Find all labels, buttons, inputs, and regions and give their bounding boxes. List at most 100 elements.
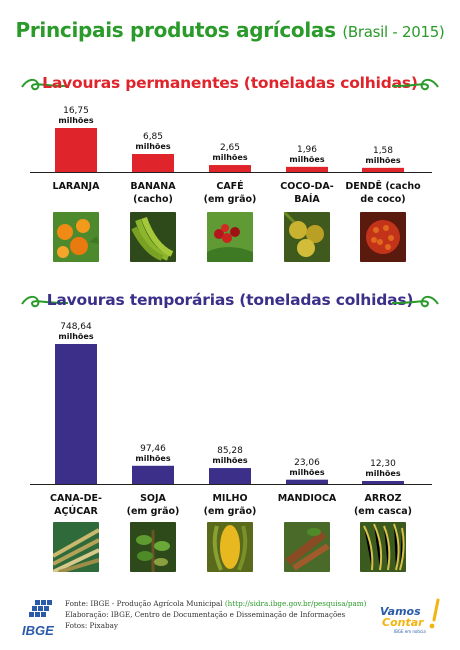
bar-chart-svg [30,128,432,173]
section-header-temporary: Lavouras temporárias (toneladas colhidas… [0,289,460,319]
bar-laranja [55,128,97,172]
category-line: CAFÉ [216,181,244,192]
category-line: COCO-DA- [280,181,334,192]
ibge-grid-icon [29,600,52,617]
value-unit: milhões [365,469,401,478]
category-line: de coco) [360,194,406,205]
category-label: MANDIOCA [267,492,347,505]
value-label: 23,06 milhões [267,458,347,478]
source-link[interactable]: (http://sidra.ibge.gov.br/pesquisa/pam) [224,599,367,608]
chart-permanent: 16,75 milhões LARANJA 6,85 milhões BANANA (cac… [0,100,460,270]
value-number: 12,30 [370,459,396,469]
rice-photo [360,522,406,572]
soybean-plant-photo [130,522,176,572]
value-label: 748,64 milhões [36,322,116,342]
ibge-logo-text: IBGE [22,623,54,638]
category-line: ARROZ [364,493,402,504]
bar-canade [55,344,97,484]
value-unit: milhões [212,153,248,163]
category-line: CANA-DE- [50,493,102,504]
svg-text:IBGE em noticia: IBGE em noticia [394,629,426,634]
bar-cocoda [286,166,328,172]
bananas-photo [130,212,176,262]
category-line: MILHO [212,493,248,504]
right-swirl-icon [391,78,439,91]
bar-soja [132,465,174,484]
value-number: 85,28 [217,446,243,457]
title-sub: (Brasil - 2015) [342,23,445,41]
section-title-permanent: Lavouras permanentes (toneladas colhidas… [42,74,418,92]
coffee-cherries-photo [207,212,253,262]
cassava-photo [284,522,330,572]
category-label: MILHO (em grão) [190,492,270,518]
credits: Fonte: IBGE - Produção Agrícola Municipa… [65,598,366,631]
page-title: Principais produtos agrícolas (Brasil - … [0,18,460,42]
bar-milho [209,468,251,484]
value-number: 1,96 [296,144,318,155]
bar-banana [132,154,174,172]
category-label: CAFÉ (em grão) [190,180,270,206]
bar-mandioca [286,479,328,484]
title-main: Principais produtos agrícolas [15,18,336,42]
oranges-photo [53,212,99,262]
section-title-temporary: Lavouras temporárias (toneladas colhidas… [46,291,414,309]
footer: IBGE Fonte: IBGE - Produção Agrícola Mun… [0,590,460,650]
value-number: 1,58 [372,145,394,156]
left-swirl-icon [21,78,69,91]
svg-text:Contar: Contar [382,616,424,629]
bar-caf [209,165,251,172]
value-number: 6,85 [142,132,164,142]
value-unit: milhões [58,332,94,341]
value-label: 1,96 milhões [267,145,347,165]
value-label: 2,65 milhões [190,143,270,163]
category-line: LARANJA [52,181,100,192]
value-unit: milhões [58,116,94,125]
coconuts-photo [284,212,330,262]
value-number: 23,06 [294,457,320,468]
value-unit: milhões [135,453,171,463]
value-label: 85,28 milhões [190,446,270,466]
value-number: 16,75 [63,106,89,116]
value-label: 16,75 milhões [36,106,116,126]
value-label: 6,85 milhões [113,132,193,152]
category-line: (em grão) [203,194,257,205]
elaboration-line: Elaboração: IBGE, Centro de Documentação… [65,610,346,619]
bar-arroz [362,481,404,484]
chart-temporary: 748,64 milhões CANA-DE- AÇÚCAR 97,46 milhões S… [0,318,460,583]
category-label: BANANA (cacho) [113,180,193,206]
category-label: ARROZ (em casca) [343,492,423,518]
value-unit: milhões [365,155,401,165]
left-swirl-icon [21,295,69,308]
bar-dendcacho [362,167,404,172]
category-line: (em grão) [203,506,257,517]
sugarcane-photo [53,522,99,572]
value-label: 12,30 milhões [343,459,423,479]
category-label: COCO-DA- BAÍA [267,180,347,206]
category-label: CANA-DE- AÇÚCAR [36,492,116,518]
source-text: Fonte: IBGE - Produção Agrícola Municipa… [65,599,225,608]
value-unit: milhões [135,142,171,151]
value-number: 2,65 [219,143,241,154]
value-unit: milhões [289,467,325,477]
category-line: (em casca) [353,506,413,517]
svg-text:Vamos: Vamos [380,605,421,618]
value-unit: milhões [289,154,325,164]
category-line: AÇÚCAR [54,506,98,517]
value-label: 97,46 milhões [113,444,193,464]
category-label: DENDÊ (cacho de coco) [343,180,423,206]
value-number: 97,46 [140,443,166,454]
value-label: 1,58 milhões [343,146,423,166]
category-line: DENDÊ (cacho [345,181,421,192]
oil-palm-fruit-photo [360,212,406,262]
category-line: BAÍA [294,194,320,205]
value-unit: milhões [212,456,248,466]
category-line: BANANA [130,181,176,192]
section-header-permanent: Lavouras permanentes (toneladas colhidas… [0,72,460,102]
corn-photo [207,522,253,572]
vamos-contar-logo: Vamos Contar IBGE em noticia [380,598,440,634]
source-line: Fonte: IBGE - Produção Agrícola Municipa… [65,598,366,609]
category-label: SOJA (em grão) [113,492,193,518]
category-line: SOJA [140,493,166,504]
category-line: (em grão) [126,506,180,517]
category-line: MANDIOCA [277,493,337,504]
